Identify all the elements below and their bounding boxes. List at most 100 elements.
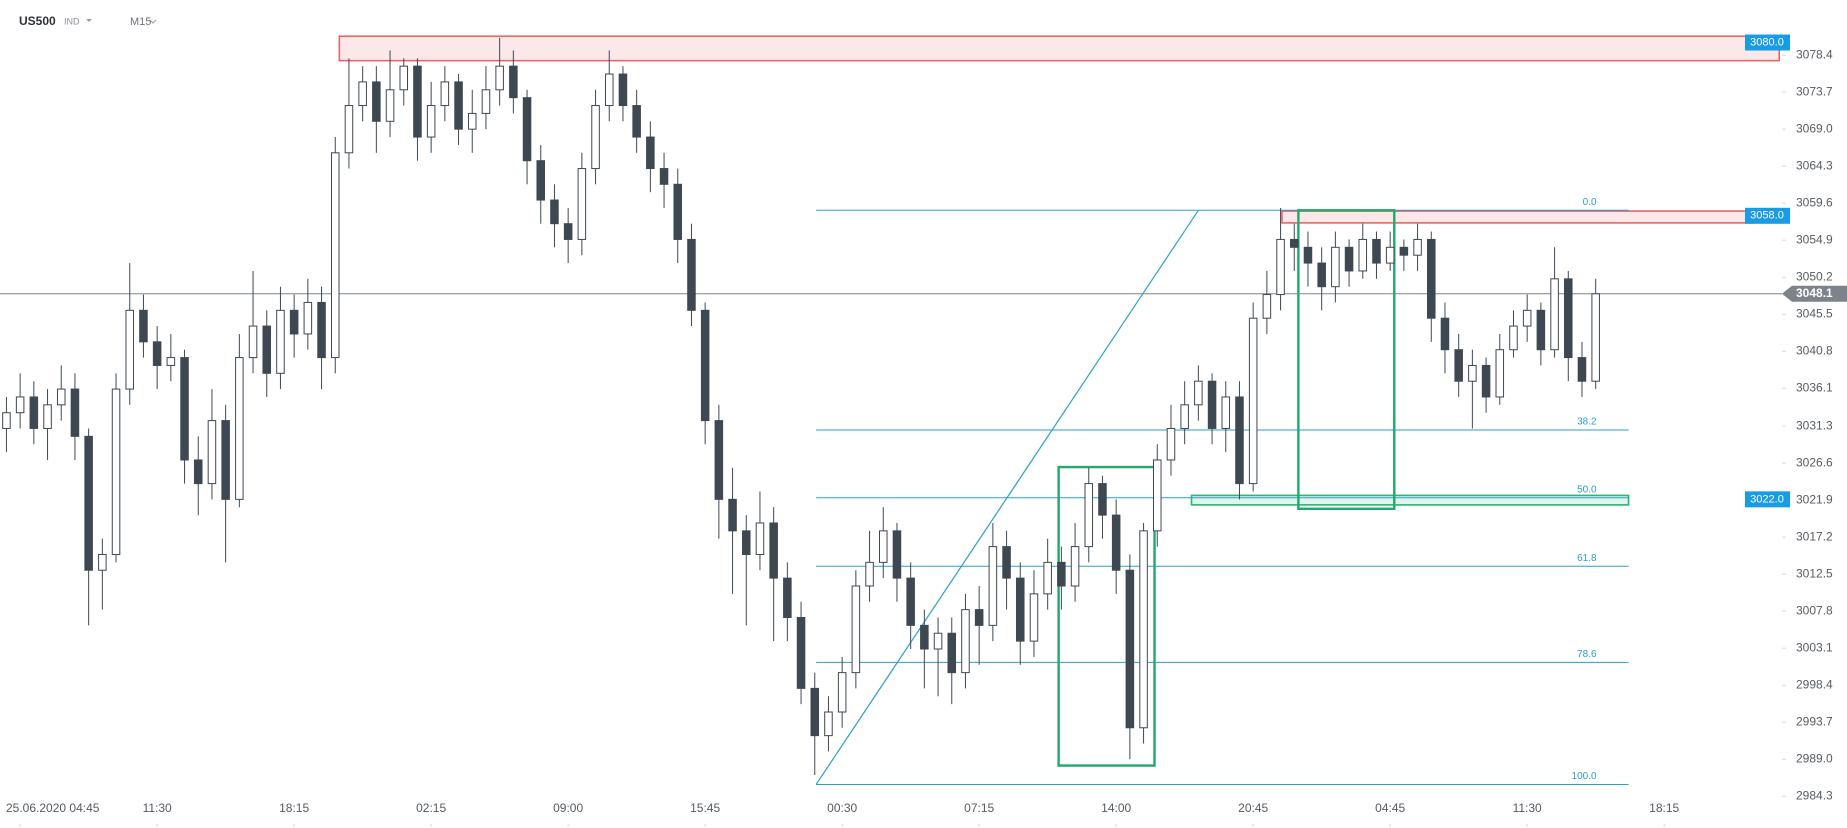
- candle-body: [1303, 246, 1313, 264]
- candle-body: [714, 420, 724, 500]
- fib-trend-line: [815, 209, 1199, 785]
- candle-body: [125, 309, 135, 390]
- candle-body: [29, 396, 39, 429]
- candle-body: [1221, 396, 1231, 429]
- candle-body: [522, 97, 532, 162]
- candle-body: [262, 325, 272, 374]
- y-tick-label: 3026.6: [1796, 455, 1833, 469]
- candle-body: [1536, 309, 1546, 351]
- candle-body: [152, 341, 162, 366]
- candle-body: [1276, 238, 1285, 296]
- fib-label: 61.8: [1577, 553, 1597, 564]
- candle-body: [2, 412, 11, 429]
- fib-label: 38.2: [1577, 417, 1597, 428]
- candle-body: [1043, 561, 1052, 595]
- candle-body: [933, 632, 943, 650]
- candle-body: [1015, 577, 1025, 642]
- highlight-box: [1057, 465, 1156, 767]
- candle-body: [15, 396, 25, 414]
- symbol: US500: [19, 14, 56, 28]
- fib-label: 100.0: [1572, 771, 1597, 782]
- candle-body: [1358, 238, 1368, 272]
- candle-body: [330, 152, 340, 359]
- candle-body: [618, 73, 628, 107]
- x-tick-label: 09:00: [553, 801, 583, 815]
- y-tick-label: 3054.9: [1796, 232, 1833, 246]
- candle-body: [783, 577, 792, 618]
- candle-body: [1098, 483, 1107, 516]
- candle-body: [509, 65, 518, 99]
- candle-body: [1002, 546, 1011, 579]
- candle-body: [741, 530, 751, 555]
- candle-body: [1385, 246, 1395, 264]
- last-price-tag-bg: [1782, 285, 1847, 302]
- candle-body: [824, 711, 833, 737]
- y-tick-label: 3012.5: [1796, 566, 1833, 580]
- y-tick-label: 3045.5: [1796, 306, 1833, 320]
- candle-body: [1427, 238, 1436, 319]
- candle-body: [1344, 246, 1354, 272]
- candle-body: [1495, 349, 1505, 398]
- timeframe-caret[interactable]: [149, 19, 157, 24]
- market-caret[interactable]: [86, 19, 92, 22]
- y-tick-label: 3059.6: [1796, 195, 1833, 209]
- candle-body: [1468, 364, 1477, 382]
- candle-body: [358, 81, 367, 107]
- candle-body: [481, 89, 491, 114]
- candle-body: [1591, 293, 1600, 382]
- price-zone: [338, 35, 1781, 62]
- candle-body: [193, 459, 203, 485]
- candle-body: [56, 388, 66, 406]
- candle-body: [796, 616, 806, 689]
- candle-body: [166, 357, 176, 366]
- candle-body: [755, 522, 765, 555]
- y-tick-label: 3078.4: [1796, 47, 1833, 61]
- candle-body: [1125, 569, 1135, 729]
- price-tag: 3080.0: [1750, 36, 1784, 48]
- candle-body: [1399, 246, 1409, 256]
- x-tick-label: 04:45: [1375, 801, 1405, 815]
- candle-body: [221, 420, 230, 500]
- candle-body: [344, 105, 354, 154]
- candle-body: [550, 199, 559, 225]
- candle-body: [207, 420, 217, 485]
- candle-body: [961, 609, 970, 674]
- market: IND: [64, 16, 80, 26]
- candle-body: [84, 435, 93, 571]
- candle-body: [1317, 262, 1326, 288]
- candle-body: [1577, 357, 1587, 382]
- x-tick-label: 00:30: [827, 801, 857, 815]
- x-tick-label: 14:00: [1101, 801, 1131, 815]
- y-tick-label: 3050.2: [1796, 269, 1833, 283]
- price-tag: 3058.0: [1750, 210, 1784, 222]
- price-zone: [1190, 494, 1630, 506]
- y-tick-label: 3073.7: [1796, 84, 1833, 98]
- candle-body: [1070, 546, 1080, 587]
- highlight-box: [1297, 209, 1396, 511]
- price-tag-bg: [1745, 34, 1790, 51]
- candle-body: [1248, 317, 1258, 485]
- candle-body: [440, 81, 450, 107]
- candle-body: [1166, 427, 1176, 461]
- y-tick-label: 2989.0: [1796, 751, 1833, 765]
- candle-body: [1522, 309, 1532, 327]
- price-tag: 3022.0: [1750, 493, 1784, 505]
- x-tick-label: 02:15: [416, 801, 446, 815]
- fib-label: 78.6: [1577, 649, 1597, 660]
- y-tick-label: 3040.8: [1796, 343, 1833, 357]
- candle-body: [1440, 317, 1450, 351]
- candle-body: [1207, 380, 1217, 429]
- y-tick-label: 3064.3: [1796, 158, 1833, 172]
- timeframe[interactable]: M15: [130, 16, 151, 28]
- candle-body: [1029, 593, 1039, 642]
- y-tick-label: 2998.4: [1796, 677, 1833, 691]
- candle-body: [111, 388, 121, 555]
- candle-body: [673, 183, 683, 240]
- candle-body: [1454, 349, 1463, 382]
- candle-body: [1290, 238, 1299, 248]
- candle-body: [1057, 561, 1066, 587]
- y-tick-label: 3021.9: [1796, 492, 1833, 506]
- fib-label: 50.0: [1577, 484, 1597, 495]
